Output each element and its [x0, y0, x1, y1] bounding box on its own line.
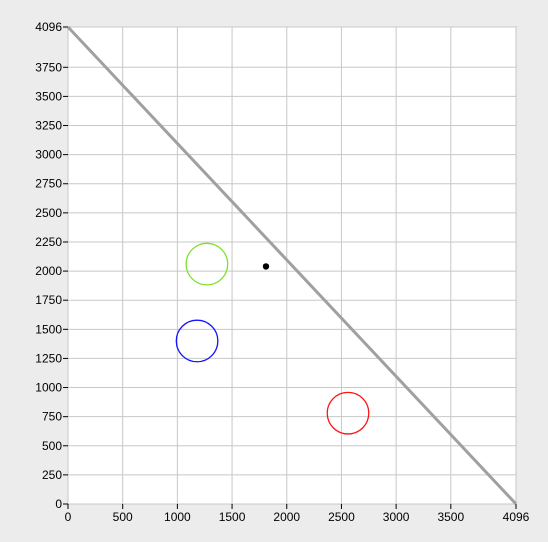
y-tick-label: 3750	[35, 60, 62, 74]
y-tick-label: 0	[55, 497, 62, 511]
y-tick-label: 3500	[35, 89, 62, 103]
x-tick-label: 2000	[273, 510, 300, 524]
series	[66, 25, 518, 506]
y-tick-label: 250	[42, 468, 62, 482]
x-tick-label: 2500	[328, 510, 355, 524]
y-tick-label: 3000	[35, 148, 62, 162]
circle-marker	[185, 242, 229, 286]
y-tick-label: 1500	[35, 322, 62, 336]
y-tick-label: 4096	[35, 20, 62, 34]
data-point	[262, 263, 270, 270]
circle-marker	[326, 391, 370, 435]
x-axis-tick-labels: 0 500 1000 1500 2000 2500 3000 3500 4096	[65, 510, 530, 524]
y-tick-label: 2000	[35, 264, 62, 278]
y-tick-label: 2500	[35, 206, 62, 220]
y-tick-label: 2250	[35, 235, 62, 249]
y-tick-label: 500	[42, 439, 62, 453]
y-tick-label: 1250	[35, 351, 62, 365]
y-tick-label: 2750	[35, 177, 62, 191]
y-tick-label: 1000	[35, 381, 62, 395]
x-tick-label: 0	[65, 510, 72, 524]
x-tick-label: 3500	[437, 510, 464, 524]
y-tick-label: 1750	[35, 293, 62, 307]
x-tick-label: 500	[113, 510, 133, 524]
y-tick-label: 3250	[35, 119, 62, 133]
x-tick-label: 1500	[219, 510, 246, 524]
circle-marker	[175, 319, 219, 363]
x-tick-label: 1000	[164, 510, 191, 524]
grid	[67, 26, 517, 505]
y-tick-label: 750	[42, 410, 62, 424]
x-tick-label: 4096	[503, 510, 530, 524]
y-axis-tick-labels: 4096375035003250300027502500225020001750…	[35, 20, 62, 511]
reference-line	[66, 25, 518, 506]
ticks	[63, 26, 517, 509]
x-tick-label: 3000	[383, 510, 410, 524]
